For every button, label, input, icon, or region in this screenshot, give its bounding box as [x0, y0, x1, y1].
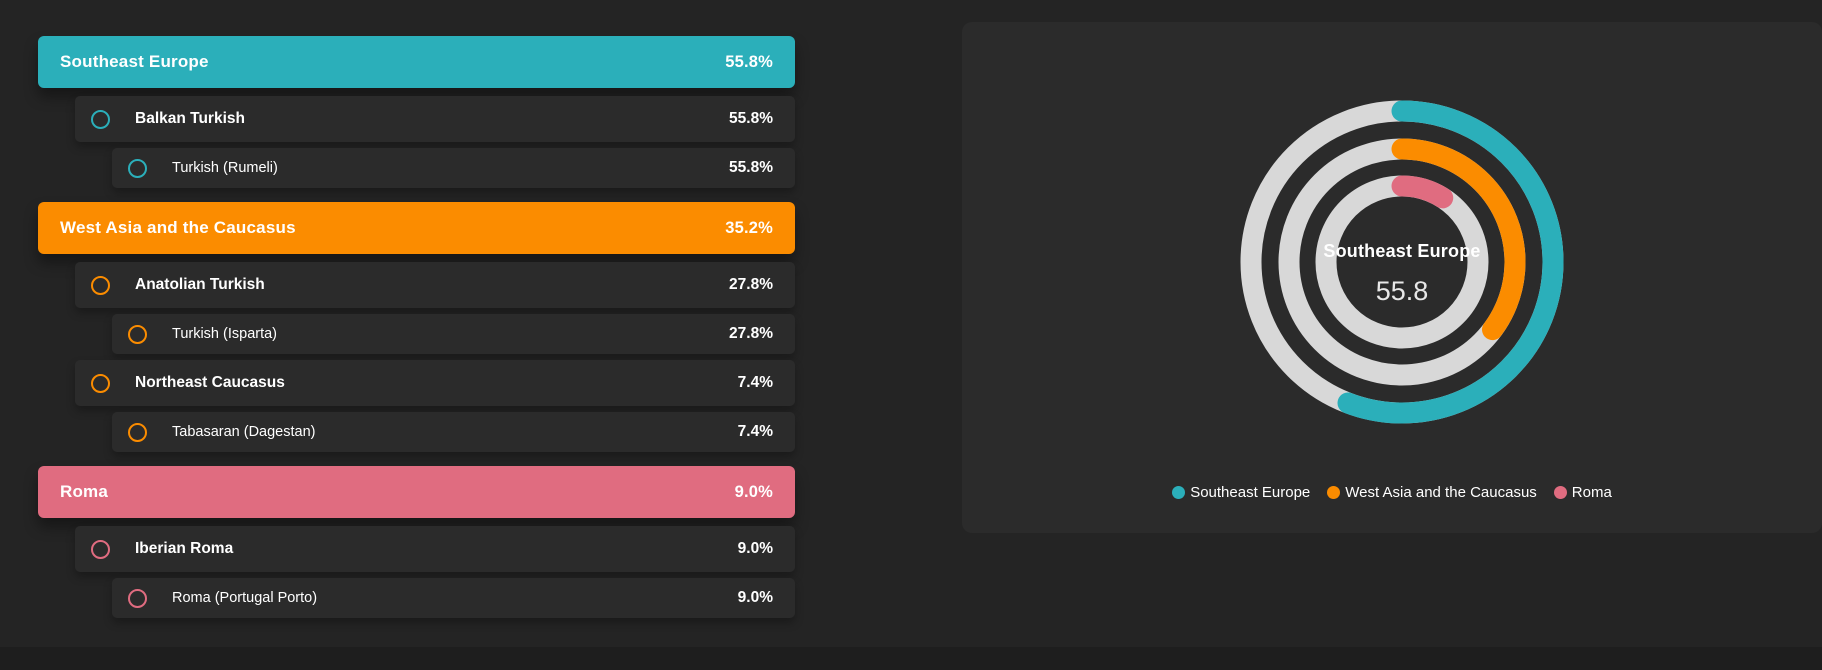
region-percent: 55.8%: [725, 52, 773, 71]
region-label: West Asia and the Caucasus: [60, 218, 296, 237]
item-percent: 7.4%: [737, 374, 773, 391]
item-label: Balkan Turkish: [135, 110, 245, 127]
list-item-northeast-caucasus[interactable]: Northeast Caucasus 7.4%: [75, 360, 795, 406]
region-header-roma[interactable]: Roma 9.0%: [38, 466, 795, 518]
donut-arc-roma[interactable]: [1315, 175, 1489, 349]
ring-icon: [128, 422, 147, 442]
legend-label: Roma: [1571, 484, 1612, 501]
item-percent: 27.8%: [729, 325, 773, 342]
item-percent: 7.4%: [737, 423, 773, 440]
list-item-balkan-turkish[interactable]: Balkan Turkish 55.8%: [75, 96, 795, 142]
region-label: Roma: [60, 482, 109, 501]
chart-legend: Southeast Europe West Asia and the Cauca…: [962, 484, 1822, 501]
legend-dot-icon: [1553, 486, 1567, 499]
legend-dot-icon: [1172, 486, 1186, 499]
item-percent: 55.8%: [729, 110, 773, 127]
list-item-turkish-rumeli[interactable]: Turkish (Rumeli) 55.8%: [112, 148, 795, 188]
donut-svg: [1240, 100, 1564, 424]
ring-icon: [128, 158, 147, 178]
item-percent: 27.8%: [729, 276, 773, 293]
ancestry-breakdown-list: Southeast Europe 55.8% Balkan Turkish 55…: [38, 36, 795, 624]
region-label: Southeast Europe: [60, 52, 209, 71]
concentric-donut-chart: Southeast Europe 55.8: [1232, 92, 1572, 432]
chart-card: Southeast Europe 55.8 Southeast Europe W…: [962, 22, 1822, 533]
ring-icon: [91, 109, 110, 129]
legend-dot-icon: [1327, 486, 1341, 499]
item-label: Iberian Roma: [135, 540, 234, 557]
list-item-iberian-roma[interactable]: Iberian Roma 9.0%: [75, 526, 795, 572]
item-percent: 9.0%: [737, 540, 773, 557]
ring-icon: [128, 588, 147, 608]
item-label: Turkish (Isparta): [172, 326, 278, 342]
region-percent: 35.2%: [725, 218, 773, 237]
region-percent: 9.0%: [734, 482, 773, 501]
item-label: Roma (Portugal Porto): [172, 590, 318, 606]
legend-label: West Asia and the Caucasus: [1345, 484, 1537, 501]
donut-arc-southeast-europe[interactable]: [1240, 100, 1564, 424]
region-header-west-asia[interactable]: West Asia and the Caucasus 35.2%: [38, 202, 795, 254]
item-label: Tabasaran (Dagestan): [172, 424, 316, 440]
item-label: Northeast Caucasus: [135, 374, 285, 391]
ring-icon: [91, 539, 110, 559]
ring-icon: [128, 324, 147, 344]
ring-icon: [91, 275, 110, 295]
item-percent: 55.8%: [729, 159, 773, 176]
item-percent: 9.0%: [737, 589, 773, 606]
legend-item-southeast-europe[interactable]: Southeast Europe: [1172, 484, 1310, 501]
item-label: Anatolian Turkish: [135, 276, 265, 293]
legend-item-roma[interactable]: Roma: [1553, 484, 1612, 501]
legend-label: Southeast Europe: [1190, 484, 1311, 501]
list-item-turkish-isparta[interactable]: Turkish (Isparta) 27.8%: [112, 314, 795, 354]
donut-track-inner: [1315, 175, 1489, 349]
bottom-strip: [0, 647, 1822, 670]
legend-item-west-asia[interactable]: West Asia and the Caucasus: [1327, 484, 1537, 501]
donut-arc-west-asia[interactable]: [1278, 138, 1526, 386]
list-item-roma-portugal-porto[interactable]: Roma (Portugal Porto) 9.0%: [112, 578, 795, 618]
list-item-anatolian-turkish[interactable]: Anatolian Turkish 27.8%: [75, 262, 795, 308]
item-label: Turkish (Rumeli): [172, 160, 278, 176]
list-item-tabasaran-dagestan[interactable]: Tabasaran (Dagestan) 7.4%: [112, 412, 795, 452]
ring-icon: [91, 373, 110, 393]
region-header-southeast-europe[interactable]: Southeast Europe 55.8%: [38, 36, 795, 88]
